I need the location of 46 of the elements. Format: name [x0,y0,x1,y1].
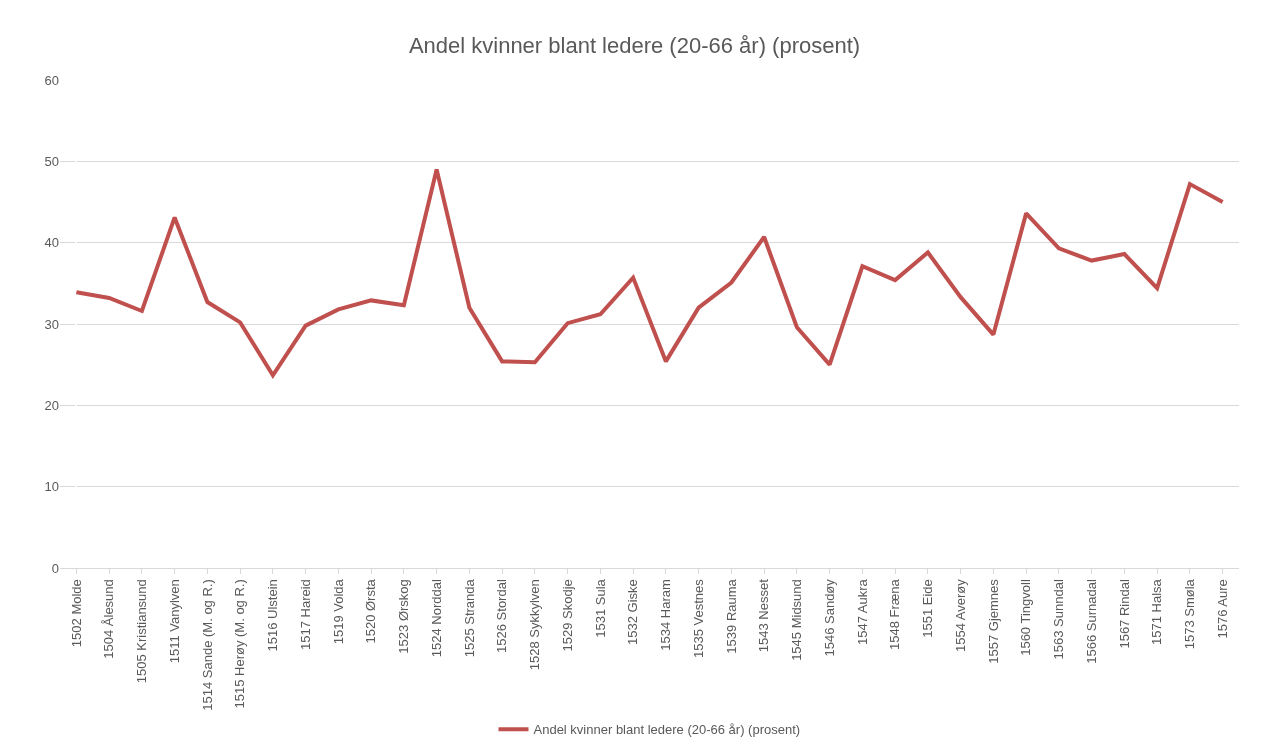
x-tick-label: 1566 Surnadal [1083,579,1099,664]
y-tick-label: 60 [44,72,59,88]
x-tick-label: 1551 Eide [920,579,936,638]
x-tick-label: 1563 Sunndal [1051,579,1067,660]
chart-title: Andel kvinner blant ledere (20-66 år) (prosent) [408,33,861,59]
x-tick-label: 1515 Herøy (M. og R.) [232,579,248,709]
x-tick-label: 1547 Aukra [854,578,870,645]
x-tick-label: 1525 Stranda [461,578,477,658]
x-tick-label: 1516 Ulstein [265,579,281,652]
line-series [74,167,1225,378]
x-tick-label: 1502 Molde [68,579,84,648]
x-tick-label: 1529 Skodje [559,579,575,652]
x-tick-label: 1545 Midsund [789,579,805,661]
x-tick-label: 1520 Ørsta [363,578,379,644]
x-tick-label: 1576 Aure [1214,579,1230,639]
x-tick-label: 1532 Giske [625,579,641,645]
x-tick-label: 1557 Gjemnes [985,578,1001,664]
x-tick-label: 1535 Vestnes [690,578,706,658]
x-tick-label: 1519 Volda [330,578,346,645]
x-tick-label: 1567 Rindal [1116,579,1132,649]
x-tick-label: 1531 Sula [592,578,608,638]
x-tick-label: 1554 Averøy [952,578,968,652]
legend-label: Andel kvinner blant ledere (20-66 år) (prosent) [533,722,801,738]
x-tick-label: 1528 Sykkylven [527,579,543,671]
x-tick-label: 1505 Kristiansund [134,579,150,684]
x-tick-label: 1539 Rauma [723,578,739,654]
y-tick-label: 0 [51,560,59,576]
y-tick-label: 10 [44,479,59,495]
x-tick-label: 1526 Stordal [494,579,510,653]
x-tick-label: 1523 Ørskog [396,579,412,654]
x-tick-label: 1534 Haram [658,579,674,651]
x-tick-label: 1504 Ålesund [101,579,117,659]
x-tick-label: 1573 Smøla [1182,578,1198,650]
y-tick-label: 30 [44,316,59,332]
x-tick-label: 1571 Halsa [1149,578,1165,645]
x-tick-label: 1560 Tingvoll [1018,579,1034,656]
x-tick-label: 1543 Nesset [756,578,772,653]
x-tick-label: 1517 Hareid [297,579,313,651]
x-tick-label: 1548 Fræna [887,578,903,651]
x-tick-label: 1514 Sande (M. og R.) [199,579,215,711]
y-tick-label: 50 [44,153,59,169]
y-tick-label: 20 [44,397,59,413]
x-tick-label: 1511 Vanylven [166,579,182,664]
x-tick-label: 1546 Sandøy [821,578,837,657]
x-tick-label: 1524 Norddal [428,579,444,658]
y-tick-label: 40 [44,235,59,251]
